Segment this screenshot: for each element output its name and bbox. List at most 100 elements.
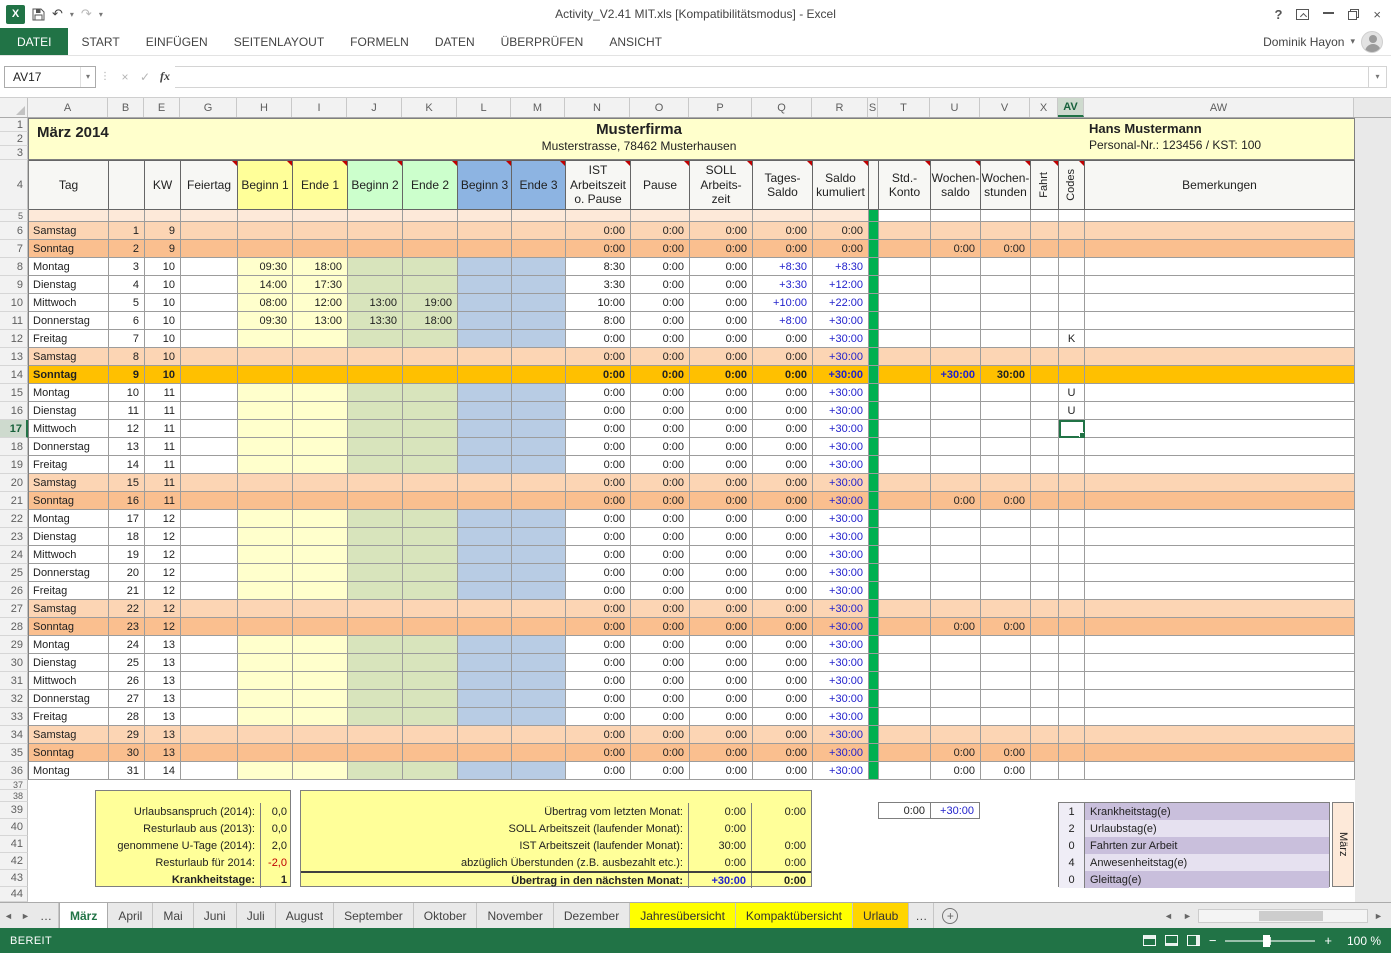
cell-Q29[interactable]: 0:00: [753, 636, 813, 654]
cell-L20[interactable]: [458, 474, 512, 492]
header-cell-G[interactable]: Feiertag: [181, 160, 238, 210]
cell-O25[interactable]: 0:00: [631, 564, 690, 582]
cell-M25[interactable]: [512, 564, 566, 582]
cell-X12[interactable]: [1031, 330, 1059, 348]
cell-R35[interactable]: +30:00: [813, 744, 869, 762]
cell-J25[interactable]: [348, 564, 403, 582]
cell-O32[interactable]: 0:00: [631, 690, 690, 708]
cell-H12[interactable]: [238, 330, 293, 348]
row-header-8[interactable]: 8: [0, 258, 28, 276]
cell-K32[interactable]: [403, 690, 458, 708]
cell-L12[interactable]: [458, 330, 512, 348]
cell-B24[interactable]: 19: [109, 546, 145, 564]
header-cell-AV[interactable]: Codes: [1059, 160, 1085, 210]
cell-G8[interactable]: [181, 258, 238, 276]
cell-M18[interactable]: [512, 438, 566, 456]
cell-P25[interactable]: 0:00: [690, 564, 753, 582]
ribbon-tab-ansicht[interactable]: ANSICHT: [609, 34, 662, 49]
row-header-1[interactable]: 1: [0, 118, 28, 132]
cell-I25[interactable]: [293, 564, 348, 582]
cell-P16[interactable]: 0:00: [690, 402, 753, 420]
cell-AW14[interactable]: [1085, 366, 1355, 384]
cell-K33[interactable]: [403, 708, 458, 726]
row-header-11[interactable]: 11: [0, 312, 28, 330]
cell-P29[interactable]: 0:00: [690, 636, 753, 654]
cell-I32[interactable]: [293, 690, 348, 708]
cell-Q6[interactable]: 0:00: [753, 222, 813, 240]
cell-Q36[interactable]: 0:00: [753, 762, 813, 780]
cell-J23[interactable]: [348, 528, 403, 546]
cell-X5[interactable]: [1031, 210, 1059, 222]
cell-E29[interactable]: 13: [145, 636, 181, 654]
cell-AW21[interactable]: [1085, 492, 1355, 510]
cell-M13[interactable]: [512, 348, 566, 366]
cell-AW5[interactable]: [1085, 210, 1355, 222]
cell-U13[interactable]: [931, 348, 981, 366]
cell-U35[interactable]: 0:00: [931, 744, 981, 762]
cell-U9[interactable]: [931, 276, 981, 294]
ribbon-tab-start[interactable]: START: [81, 34, 120, 49]
cell-R24[interactable]: +30:00: [813, 546, 869, 564]
cell-AW28[interactable]: [1085, 618, 1355, 636]
cell-K34[interactable]: [403, 726, 458, 744]
cell-B28[interactable]: 23: [109, 618, 145, 636]
scroll-left-icon[interactable]: ◄: [1164, 910, 1173, 921]
cell-A31[interactable]: Mittwoch: [29, 672, 109, 690]
cell-T24[interactable]: [879, 546, 931, 564]
cell-G35[interactable]: [181, 744, 238, 762]
cell-AW27[interactable]: [1085, 600, 1355, 618]
sheet-tab-urlaub[interactable]: Urlaub: [852, 903, 910, 928]
horizontal-scrollbar[interactable]: [1198, 908, 1368, 923]
row-header-33[interactable]: 33: [0, 708, 28, 726]
cell-T10[interactable]: [879, 294, 931, 312]
cell-X30[interactable]: [1031, 654, 1059, 672]
cell-X13[interactable]: [1031, 348, 1059, 366]
cell-J10[interactable]: 13:00: [348, 294, 403, 312]
cell-A36[interactable]: Montag: [29, 762, 109, 780]
cell-AV32[interactable]: [1059, 690, 1085, 708]
cell-H29[interactable]: [238, 636, 293, 654]
cell-K27[interactable]: [403, 600, 458, 618]
cell-B27[interactable]: 22: [109, 600, 145, 618]
cell-N22[interactable]: 0:00: [566, 510, 631, 528]
cell-AV26[interactable]: [1059, 582, 1085, 600]
cell-E18[interactable]: 11: [145, 438, 181, 456]
cell-M8[interactable]: [512, 258, 566, 276]
cell-G28[interactable]: [181, 618, 238, 636]
cell-V28[interactable]: 0:00: [981, 618, 1031, 636]
cell-Q35[interactable]: 0:00: [753, 744, 813, 762]
cell-E7[interactable]: 9: [145, 240, 181, 258]
cell-O17[interactable]: 0:00: [631, 420, 690, 438]
cell-V7[interactable]: 0:00: [981, 240, 1031, 258]
cell-B33[interactable]: 28: [109, 708, 145, 726]
cell-AW25[interactable]: [1085, 564, 1355, 582]
cell-S26[interactable]: [869, 582, 879, 600]
cell-Q22[interactable]: 0:00: [753, 510, 813, 528]
sheet-tab-jahresübersicht[interactable]: Jahresübersicht: [630, 903, 736, 928]
cell-P24[interactable]: 0:00: [690, 546, 753, 564]
row-header-12[interactable]: 12: [0, 330, 28, 348]
cell-I23[interactable]: [293, 528, 348, 546]
cell-X32[interactable]: [1031, 690, 1059, 708]
cell-H19[interactable]: [238, 456, 293, 474]
cell-E9[interactable]: 10: [145, 276, 181, 294]
row-header-30[interactable]: 30: [0, 654, 28, 672]
cell-H36[interactable]: [238, 762, 293, 780]
cell-N33[interactable]: 0:00: [566, 708, 631, 726]
cell-S14[interactable]: [869, 366, 879, 384]
cell-J9[interactable]: [348, 276, 403, 294]
cell-L29[interactable]: [458, 636, 512, 654]
row-header-5[interactable]: 5: [0, 210, 28, 222]
cell-N8[interactable]: 8:30: [566, 258, 631, 276]
cell-L6[interactable]: [458, 222, 512, 240]
row-header-41[interactable]: 41: [0, 836, 28, 853]
cell-X6[interactable]: [1031, 222, 1059, 240]
cell-E16[interactable]: 11: [145, 402, 181, 420]
row-header-21[interactable]: 21: [0, 492, 28, 510]
cell-P28[interactable]: 0:00: [690, 618, 753, 636]
cell-X35[interactable]: [1031, 744, 1059, 762]
cell-H35[interactable]: [238, 744, 293, 762]
row-header-20[interactable]: 20: [0, 474, 28, 492]
cell-AV25[interactable]: [1059, 564, 1085, 582]
cell-J7[interactable]: [348, 240, 403, 258]
